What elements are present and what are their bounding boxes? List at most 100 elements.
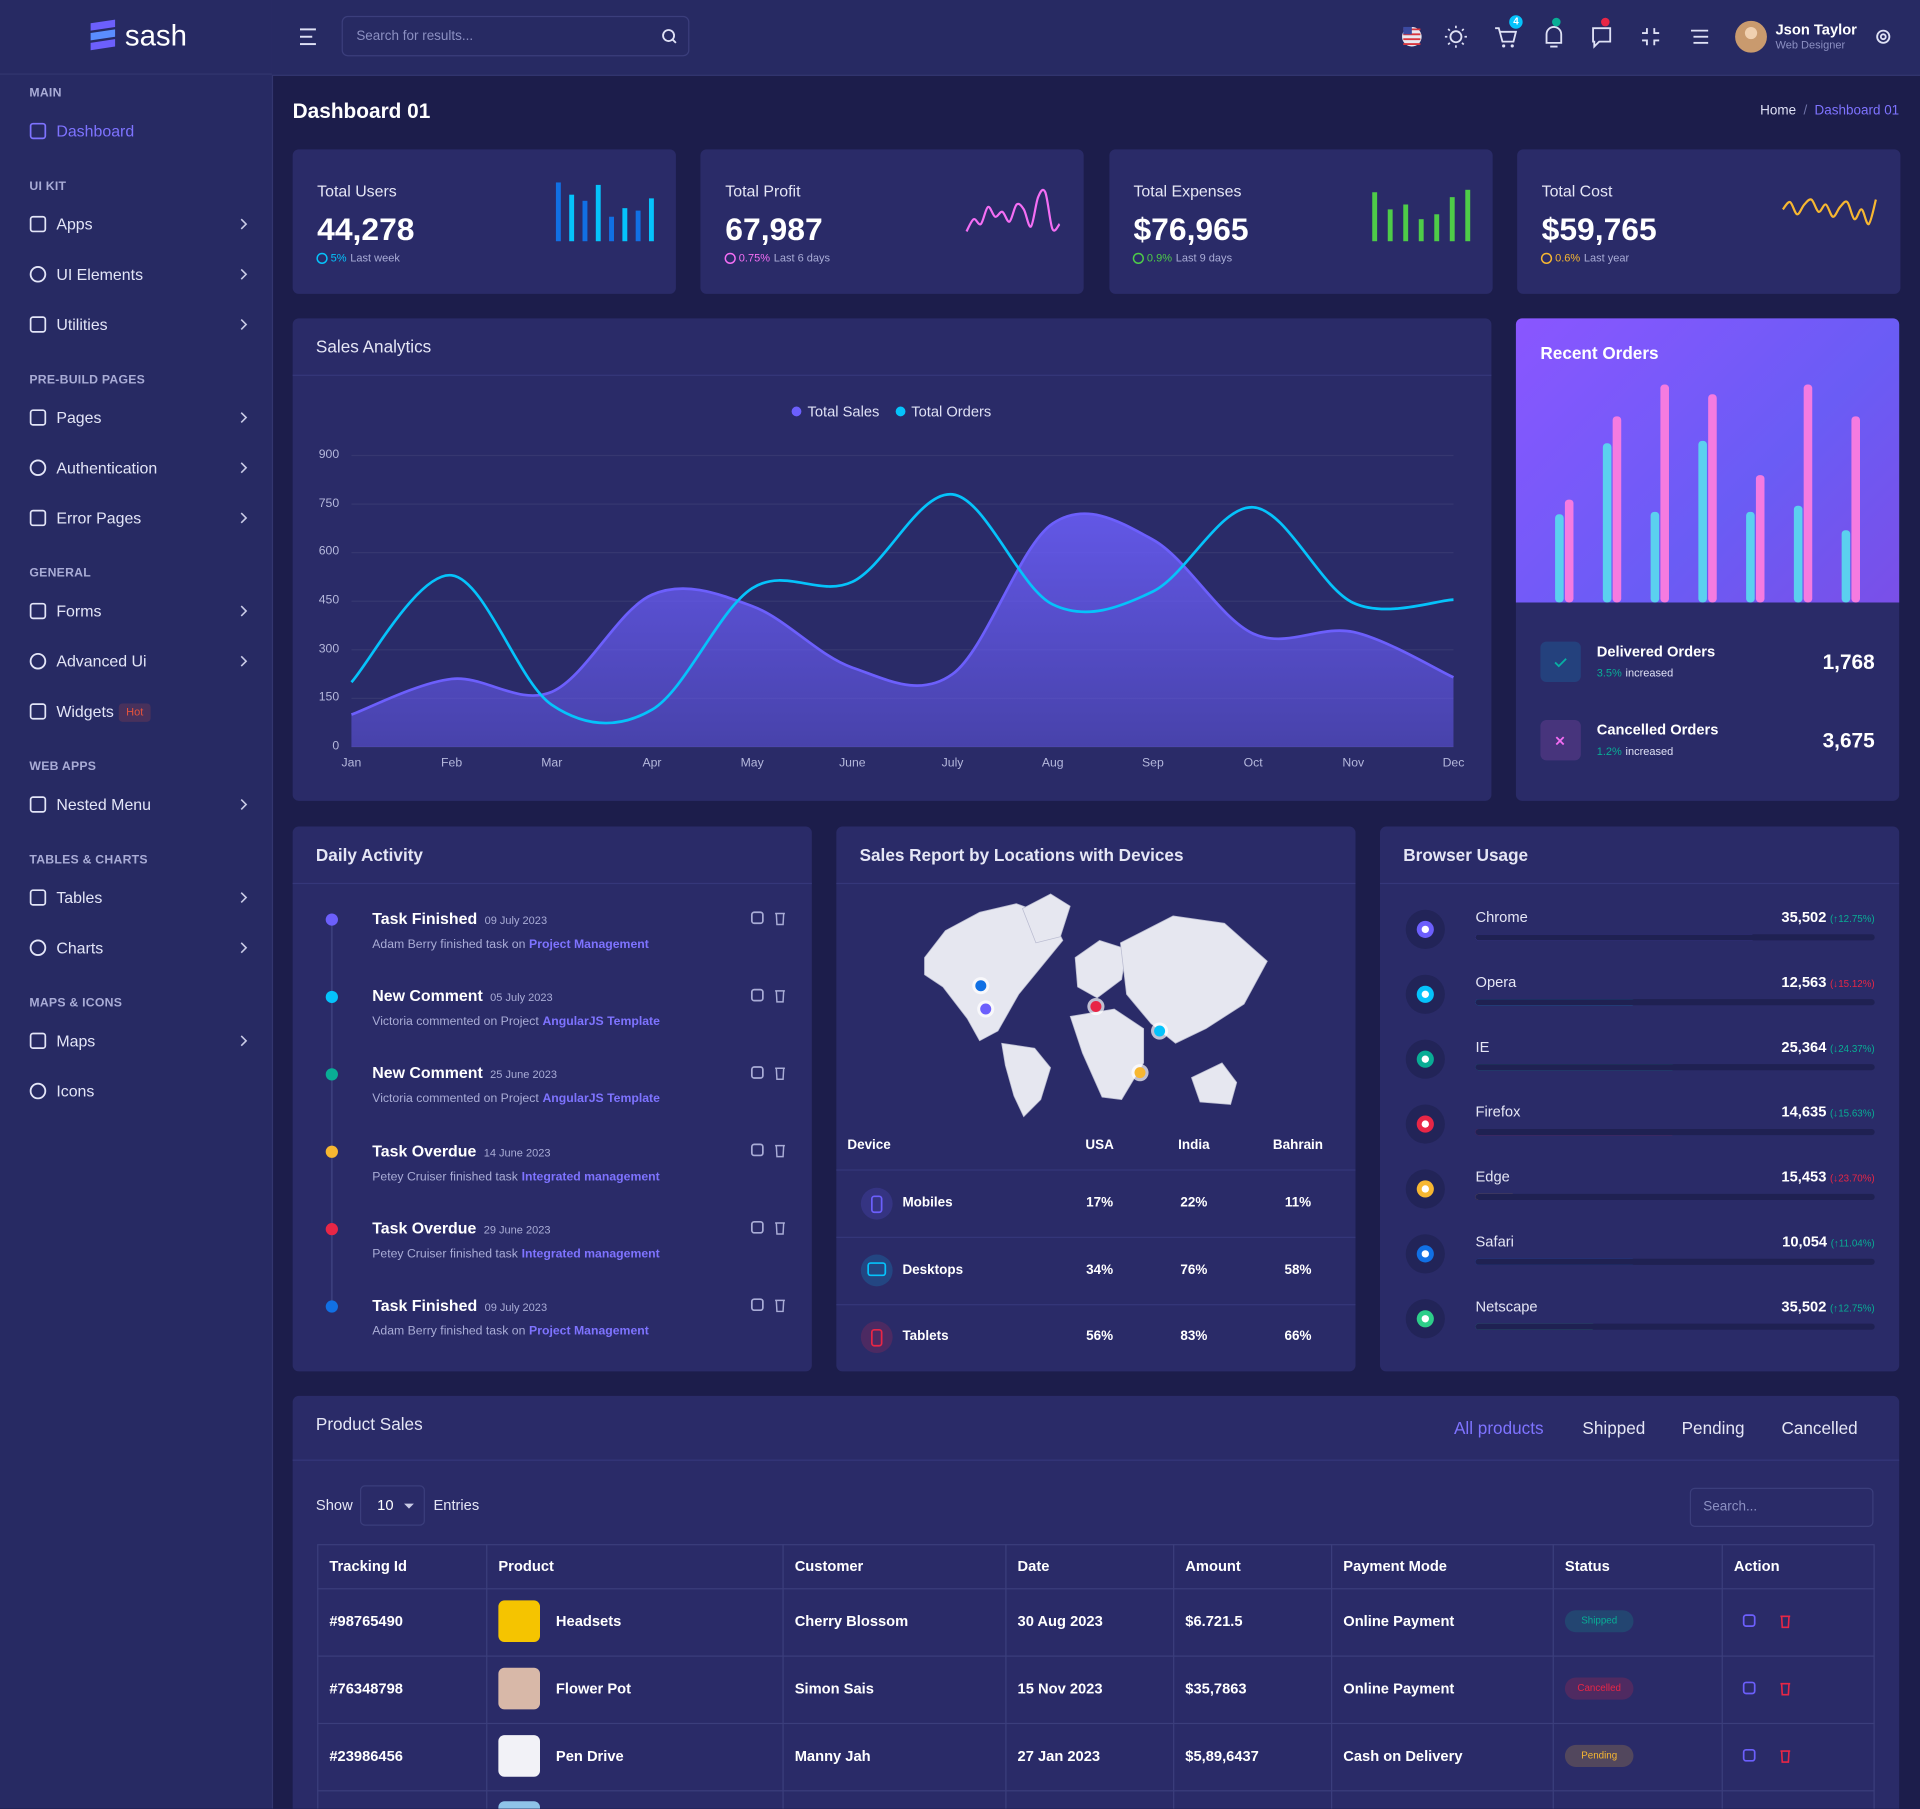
legend-marker	[895, 406, 906, 417]
activity-description: Victoria commented on Project	[372, 1092, 539, 1107]
status-badge	[1564, 1610, 1634, 1633]
search-box[interactable]	[341, 15, 690, 57]
sidebar-item[interactable]	[15, 926, 260, 970]
y-tick-label: 150	[318, 691, 340, 705]
card-divider	[292, 374, 1492, 376]
sidebar-item[interactable]	[15, 496, 260, 540]
table-row-divider	[317, 1722, 1875, 1725]
sidebar-item[interactable]	[15, 1019, 260, 1063]
x-tick-label: Mar	[541, 756, 563, 771]
card-title: Browser Usage	[1403, 844, 1529, 865]
sidebar-item[interactable]	[15, 396, 260, 440]
stat-value: $76,965	[1133, 210, 1249, 248]
breadcrumb-item[interactable]: Home	[1760, 103, 1797, 119]
browser-stats: 15,453 (↓23.70%)	[1781, 1169, 1874, 1184]
activity-description: Petey Cruiser finished task	[372, 1247, 518, 1261]
progress-track	[1475, 1193, 1875, 1201]
table-cell: $6.721.5	[1185, 1612, 1243, 1630]
browser-value: 25,364	[1781, 1038, 1827, 1056]
stat-change: 0.6% Last year	[1555, 251, 1630, 264]
entries-select[interactable]	[360, 1485, 425, 1526]
stat-period: Last week	[350, 251, 400, 264]
table-header: USA	[1085, 1138, 1114, 1153]
browser-change: (↓24.37%)	[1830, 1043, 1875, 1055]
browser-change: (↓15.12%)	[1830, 978, 1875, 990]
activity-text: Petey Cruiser finished task Integrated ma…	[372, 1171, 659, 1183]
table-header: Customer	[794, 1557, 864, 1575]
browser-value: 35,502	[1781, 908, 1827, 926]
x-tick-label: Nov	[1342, 756, 1365, 771]
filter-tab[interactable]: Pending	[1681, 1417, 1745, 1438]
stat-title: Total Users	[317, 181, 397, 201]
sidebar-item[interactable]	[15, 446, 260, 490]
activity-link[interactable]: Integrated management	[521, 1170, 660, 1184]
device-share: 66%	[1284, 1329, 1312, 1344]
order-change-note: increased	[1625, 666, 1674, 679]
table-search[interactable]	[1689, 1487, 1874, 1527]
browser-stats: 25,364 (↓24.37%)	[1781, 1040, 1874, 1055]
activity-link[interactable]: Project Management	[529, 937, 649, 952]
activity-link[interactable]: Integrated management	[521, 1247, 660, 1261]
table-cell: $5,89,6437	[1185, 1747, 1259, 1765]
user-role: Web Designer	[1775, 38, 1846, 51]
browser-name: Chrome	[1475, 908, 1528, 926]
table-row-divider	[317, 1655, 1875, 1657]
sidebar-item[interactable]	[15, 252, 260, 296]
sidebar-item[interactable]	[15, 782, 260, 826]
activity-date: 29 June 2023	[483, 1223, 551, 1236]
stat-change-value: 5%	[330, 251, 347, 264]
sidebar-section-title: UI KIT	[29, 180, 67, 194]
stat-title: Total Profit	[725, 181, 801, 201]
sidebar-item[interactable]	[15, 202, 260, 246]
sidebar-section-title: PRE-BUILD PAGES	[29, 373, 146, 387]
sidebar-item[interactable]	[15, 876, 260, 920]
browser-name: IE	[1475, 1038, 1490, 1056]
browser-stats: 35,502 (↑12.75%)	[1781, 1299, 1874, 1314]
card-title: Sales Report by Locations with Devices	[859, 844, 1184, 865]
table-cell: 30 Aug 2023	[1017, 1612, 1103, 1630]
activity-link[interactable]: Project Management	[529, 1324, 649, 1339]
product-image	[498, 1801, 541, 1809]
sidebar-item[interactable]	[15, 109, 260, 153]
legend-label: Total Orders	[911, 402, 992, 421]
stat-period: Last 6 days	[773, 251, 831, 264]
status-label: Shipped	[1581, 1615, 1618, 1627]
y-tick-label: 600	[318, 545, 340, 559]
table-row-divider	[317, 1790, 1875, 1792]
order-value: 1,768	[1822, 650, 1875, 675]
table-header: India	[1178, 1138, 1210, 1153]
x-tick-label: Feb	[441, 756, 463, 771]
stat-period: Last year	[1583, 251, 1630, 264]
browser-card	[1380, 826, 1900, 1372]
device-name: Tablets	[902, 1329, 949, 1344]
sidebar-section-title: WEB APPS	[29, 760, 97, 774]
stat-change: 0.75% Last 6 days	[739, 251, 831, 264]
product-image	[498, 1667, 541, 1710]
browser-change: (↓15.63%)	[1830, 1108, 1875, 1120]
activity-title: Task Overdue	[372, 1141, 477, 1160]
sidebar-item[interactable]	[15, 302, 260, 346]
table-row-divider	[836, 1304, 1356, 1306]
activity-link[interactable]: AngularJS Template	[542, 1092, 660, 1107]
search-placeholder: Search for results...	[356, 28, 474, 44]
sidebar-item[interactable]	[15, 689, 260, 733]
x-tick-label: Apr	[642, 756, 662, 771]
legend-label: Total Sales	[807, 402, 880, 421]
y-tick-label: 900	[318, 448, 340, 462]
sidebar-item[interactable]	[15, 589, 260, 633]
activity-title: Task Finished	[372, 1296, 478, 1315]
activity-description: Petey Cruiser finished task	[372, 1170, 518, 1184]
sidebar-item-label: Dashboard	[56, 121, 135, 141]
device-name: Desktops	[902, 1262, 964, 1278]
stat-value: 44,278	[317, 210, 415, 248]
table-cell: Cherry Blossom	[794, 1612, 909, 1630]
filter-tab[interactable]: Shipped	[1582, 1417, 1646, 1438]
sidebar-item[interactable]	[15, 1069, 260, 1113]
sidebar-item[interactable]	[15, 639, 260, 683]
browser-name: Firefox	[1475, 1103, 1521, 1121]
filter-tab[interactable]: Cancelled	[1781, 1417, 1858, 1438]
stat-card	[1108, 149, 1493, 294]
filter-tab[interactable]: All products	[1453, 1417, 1544, 1438]
activity-link[interactable]: AngularJS Template	[542, 1015, 660, 1029]
activity-text: Petey Cruiser finished task Integrated ma…	[372, 1247, 660, 1261]
